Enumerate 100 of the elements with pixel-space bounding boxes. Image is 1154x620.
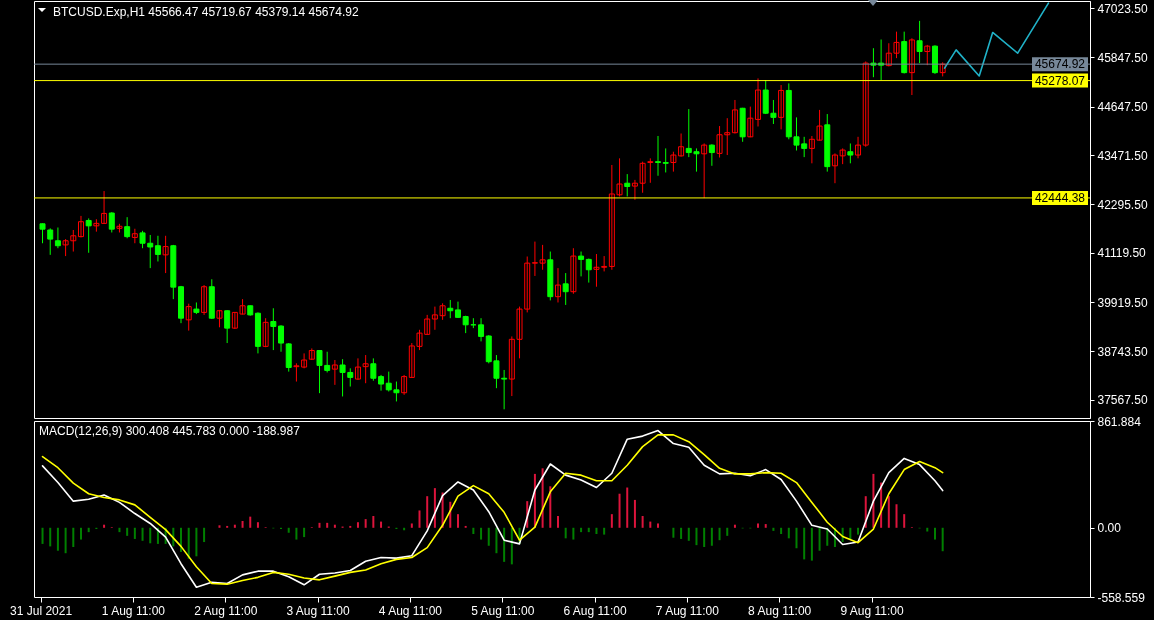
bar	[795, 527, 798, 549]
bar	[772, 527, 775, 531]
bar	[364, 519, 367, 528]
bar	[803, 527, 806, 560]
bar	[487, 527, 490, 546]
y-tick-label: 42295.50	[1097, 197, 1148, 212]
bar	[480, 527, 483, 540]
bar	[72, 527, 75, 547]
y-tick-label: 43471.50	[1097, 148, 1148, 163]
bar	[733, 524, 736, 528]
x-tick-label: 9 Aug 11:00	[840, 603, 904, 618]
candlestick	[193, 301, 200, 315]
y-tick-label: 41119.50	[1097, 246, 1147, 261]
candlestick	[247, 304, 254, 317]
candlestick	[162, 235, 169, 274]
bar	[872, 473, 875, 528]
bar	[141, 527, 144, 541]
chart-title: MACD(12,26,9) 300.408 445.783 0.000 -188.987	[39, 424, 301, 438]
bar	[326, 522, 329, 528]
bar	[418, 510, 421, 528]
bar	[556, 516, 559, 528]
bar	[203, 527, 206, 543]
bar	[303, 527, 306, 538]
bar	[49, 527, 52, 547]
x-tick-label: 8 Aug 11:00	[748, 603, 812, 618]
bar	[56, 527, 59, 551]
bar	[126, 527, 129, 536]
x-tick-label: 31 Jul 2021	[10, 603, 73, 618]
bar	[757, 523, 760, 528]
bar	[218, 525, 221, 528]
bar	[649, 521, 652, 528]
bar	[180, 527, 183, 552]
chart-title: BTCUSD.Exp,H1 45566.47 45719.67 45379.14 45674.92	[53, 5, 359, 19]
bar	[680, 527, 683, 539]
bar	[633, 499, 636, 528]
candlestick	[262, 317, 269, 348]
bar	[133, 527, 136, 539]
y-tick-label: 37567.50	[1097, 393, 1148, 408]
y-tick-label: 47023.50	[1097, 1, 1148, 16]
ref-line-label: 42444.38	[1034, 190, 1086, 205]
bar	[726, 527, 729, 536]
bar	[318, 522, 321, 528]
candlestick	[85, 217, 92, 254]
candlestick	[216, 309, 223, 328]
bar	[433, 488, 436, 528]
x-tick-label: 4 Aug 11:00	[378, 603, 443, 618]
candlestick	[362, 354, 369, 384]
bar	[657, 523, 660, 528]
bar	[672, 527, 675, 538]
bar	[249, 516, 252, 528]
ref-line-label: 45674.92	[1034, 57, 1086, 72]
bar	[933, 527, 936, 540]
bar	[195, 527, 198, 557]
bar	[780, 527, 783, 534]
bar	[41, 527, 44, 544]
bar	[187, 527, 190, 559]
y-tick-label: -558.559	[1097, 590, 1146, 605]
bar	[903, 514, 906, 528]
bar	[287, 527, 290, 533]
x-tick-label: 2 Aug 11:00	[194, 603, 258, 618]
ref-line-label: 45278.07	[1034, 73, 1086, 88]
bar	[564, 527, 567, 539]
bar	[926, 527, 929, 532]
x-tick-label: 6 Aug 11:00	[563, 603, 627, 618]
y-tick-label: 38743.50	[1097, 344, 1148, 359]
candlestick	[916, 20, 923, 64]
y-tick-label: 45847.50	[1097, 50, 1148, 65]
bar	[572, 527, 575, 540]
bar	[641, 516, 644, 528]
bar	[603, 527, 606, 535]
bar	[410, 523, 413, 528]
candlestick	[839, 147, 846, 165]
bar	[703, 527, 706, 547]
bar	[233, 524, 236, 528]
candlestick	[647, 157, 654, 184]
bar	[810, 527, 813, 561]
bar	[333, 524, 336, 528]
bar	[103, 524, 106, 528]
candlestick	[847, 142, 854, 164]
bar	[64, 527, 67, 554]
candlestick	[662, 147, 669, 173]
bar	[710, 527, 713, 546]
bar	[472, 527, 475, 534]
bar	[380, 521, 383, 528]
bar	[695, 527, 698, 546]
bar	[718, 527, 721, 541]
bar	[818, 527, 821, 551]
bar	[787, 527, 790, 539]
candlestick	[570, 247, 577, 295]
bar	[857, 527, 860, 535]
bar	[456, 514, 459, 528]
candlestick	[739, 107, 746, 143]
bar	[549, 486, 552, 528]
bar	[149, 527, 152, 544]
bar	[510, 527, 513, 565]
x-tick-label: 3 Aug 11:00	[286, 603, 350, 618]
bar	[426, 496, 429, 528]
bar	[618, 493, 621, 528]
bar	[295, 527, 298, 540]
bar	[595, 527, 598, 534]
